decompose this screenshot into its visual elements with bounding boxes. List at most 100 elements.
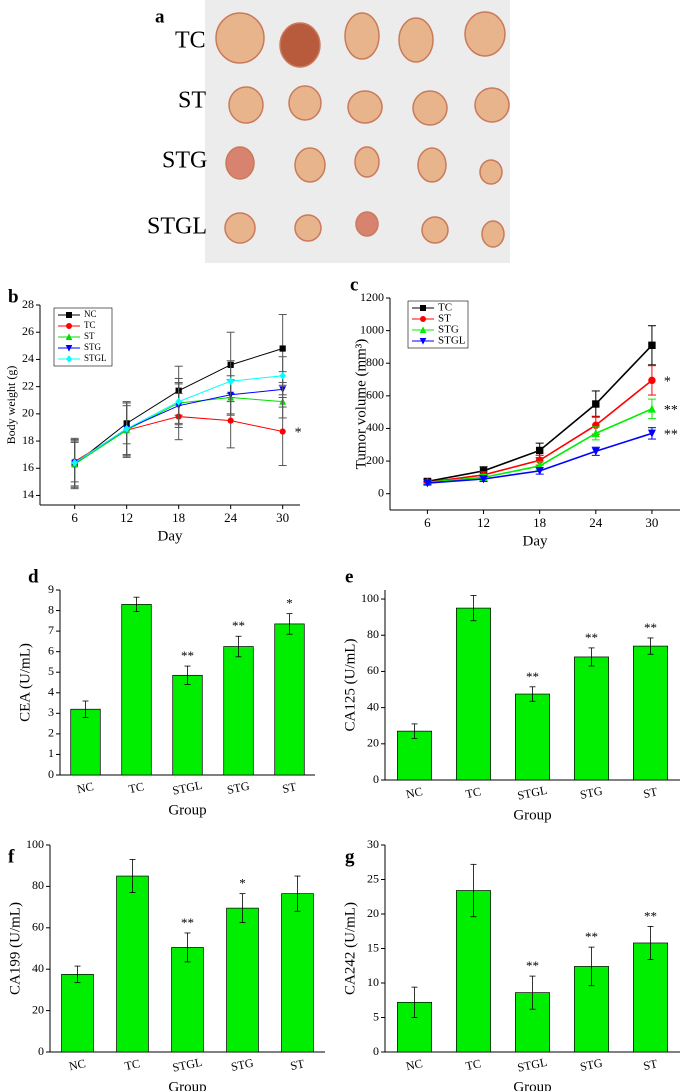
error-bar <box>529 975 536 1010</box>
x-tick-label: NC <box>76 779 95 796</box>
bar <box>281 893 314 1053</box>
marker <box>279 428 286 435</box>
y-tick-label: 24 <box>22 351 34 365</box>
marker <box>227 377 234 386</box>
y-axis-label: CA125 (U/mL) <box>342 639 358 732</box>
y-tick-label: 3 <box>48 705 54 719</box>
marker <box>175 397 182 406</box>
x-tick-label: 6 <box>71 510 78 525</box>
x-axis-label: Group <box>513 807 551 823</box>
x-tick-label: 6 <box>424 515 431 530</box>
y-tick-label: 28 <box>22 297 34 311</box>
error-bar <box>647 637 654 655</box>
y-tick-label: 4 <box>48 685 54 699</box>
y-tick-label: 1000 <box>360 322 384 336</box>
significance-label: ** <box>181 648 194 663</box>
y-tick-label: 600 <box>366 388 384 402</box>
x-tick-label: STGL <box>171 1055 203 1075</box>
significance-label: ** <box>664 403 678 418</box>
marker <box>279 345 286 352</box>
x-axis-label: Day <box>158 528 183 544</box>
error-bar <box>470 863 477 918</box>
x-tick-label: STG <box>226 779 251 797</box>
x-tick-label: 18 <box>533 515 546 530</box>
y-tick-label: 5 <box>373 1009 379 1023</box>
marker <box>66 312 72 318</box>
row-label: STGL <box>147 214 207 240</box>
marker <box>123 424 130 433</box>
x-tick-label: 24 <box>589 515 603 530</box>
y-tick-label: 100 <box>26 837 44 851</box>
marker <box>65 333 73 340</box>
error-bar <box>82 700 89 718</box>
significance-label: ** <box>644 908 657 923</box>
error-bar <box>294 875 301 912</box>
x-tick-label: STGL <box>516 1055 548 1075</box>
bar <box>121 604 152 776</box>
significance-label: * <box>295 426 302 441</box>
x-tick-label: STG <box>230 1056 255 1074</box>
panel-label: f <box>8 846 15 867</box>
bar <box>223 646 254 776</box>
error-bar <box>74 965 81 984</box>
bar <box>70 708 101 776</box>
bar <box>456 607 491 781</box>
marker <box>647 429 656 438</box>
x-tick-label: TC <box>127 779 145 796</box>
legend-label: STG <box>438 324 459 336</box>
x-tick-label: 30 <box>645 515 658 530</box>
error-bar <box>235 635 242 658</box>
marker <box>535 446 544 455</box>
significance-label: ** <box>526 958 539 973</box>
legend-label: TC <box>84 320 96 330</box>
y-tick-label: 0 <box>373 1044 379 1058</box>
x-tick-label: ST <box>642 1056 659 1073</box>
y-tick-label: 40 <box>367 699 379 713</box>
legend-label: ST <box>84 331 95 341</box>
panel-label: d <box>28 566 39 587</box>
marker <box>423 479 432 488</box>
marker <box>420 316 426 322</box>
significance-label: ** <box>181 915 194 930</box>
error-bar <box>470 595 477 622</box>
y-tick-label: 22 <box>22 378 34 392</box>
y-tick-label: 1200 <box>360 290 384 304</box>
y-tick-label: 20 <box>32 1002 44 1016</box>
y-tick-label: 20 <box>22 406 34 420</box>
y-tick-label: 26 <box>22 324 34 338</box>
marker <box>227 417 234 424</box>
bar <box>274 623 305 776</box>
x-tick-label: NC <box>68 1056 87 1073</box>
error-bar <box>647 926 654 960</box>
x-axis-label: Group <box>168 802 206 818</box>
y-tick-label: 8 <box>48 602 54 616</box>
bar <box>171 947 204 1053</box>
error-bar <box>133 596 140 612</box>
y-tick-label: 14 <box>22 487 34 501</box>
legend-box <box>53 307 113 367</box>
marker <box>419 326 427 333</box>
x-tick-label: 24 <box>224 510 238 525</box>
y-tick-label: 20 <box>367 906 379 920</box>
x-tick-label: STG <box>579 784 604 802</box>
marker <box>647 404 656 413</box>
error-bar <box>129 859 136 894</box>
significance-label: ** <box>585 929 598 944</box>
y-tick-label: 400 <box>366 420 384 434</box>
x-tick-label: 30 <box>276 510 289 525</box>
y-tick-label: 20 <box>367 736 379 750</box>
significance-label: * <box>286 596 293 611</box>
significance-label: ** <box>585 630 598 645</box>
panel-label: b <box>8 286 19 307</box>
y-tick-label: 200 <box>366 453 384 467</box>
marker <box>648 341 656 349</box>
y-tick-label: 15 <box>367 940 379 954</box>
y-axis-label: CEA (U/mL) <box>17 643 33 722</box>
x-tick-label: NC <box>405 1056 424 1073</box>
significance-label: ** <box>526 669 539 684</box>
legend-box <box>407 300 469 349</box>
x-tick-label: TC <box>123 1056 141 1073</box>
x-tick-label: ST <box>289 1056 306 1073</box>
error-bar <box>411 986 418 1018</box>
row-label: TC <box>175 28 206 54</box>
